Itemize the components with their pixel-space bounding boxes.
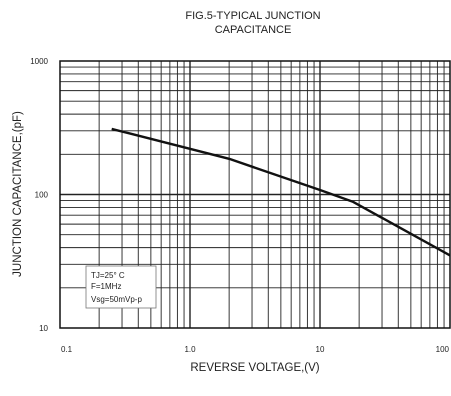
x-tick-label: 1.0 <box>184 345 196 354</box>
legend-line-signal: Vsg=50mVp-p <box>91 295 142 304</box>
capacitance-curve <box>111 127 451 257</box>
y-axis-label: JUNCTION CAPACITANCE,(pF) <box>12 111 24 277</box>
x-tick-labels: 0.1 1.0 10 100 <box>61 345 450 354</box>
chart-title-line-2: CAPACITANCE <box>215 24 292 36</box>
x-tick-label: 10 <box>316 345 325 354</box>
y-tick-label: 10 <box>39 324 48 333</box>
x-tick-label: 0.1 <box>61 345 73 354</box>
series-layer <box>111 127 451 257</box>
y-tick-label: 1000 <box>30 57 48 66</box>
y-tick-labels: 10 100 1000 <box>30 57 48 333</box>
condition-legend: TJ=25° C F=1MHz Vsg=50mVp-p <box>85 265 157 309</box>
grid <box>60 61 450 328</box>
legend-line-temperature: TJ=25° C <box>91 271 125 280</box>
chart-title-line-1: FIG.5-TYPICAL JUNCTION <box>185 10 320 22</box>
legend-line-frequency: F=1MHz <box>91 282 121 291</box>
y-tick-label: 100 <box>35 191 49 200</box>
x-axis-label: REVERSE VOLTAGE,(V) <box>190 362 319 374</box>
x-tick-label: 100 <box>436 345 450 354</box>
plot-frame <box>59 60 451 329</box>
legend-box <box>85 265 157 309</box>
